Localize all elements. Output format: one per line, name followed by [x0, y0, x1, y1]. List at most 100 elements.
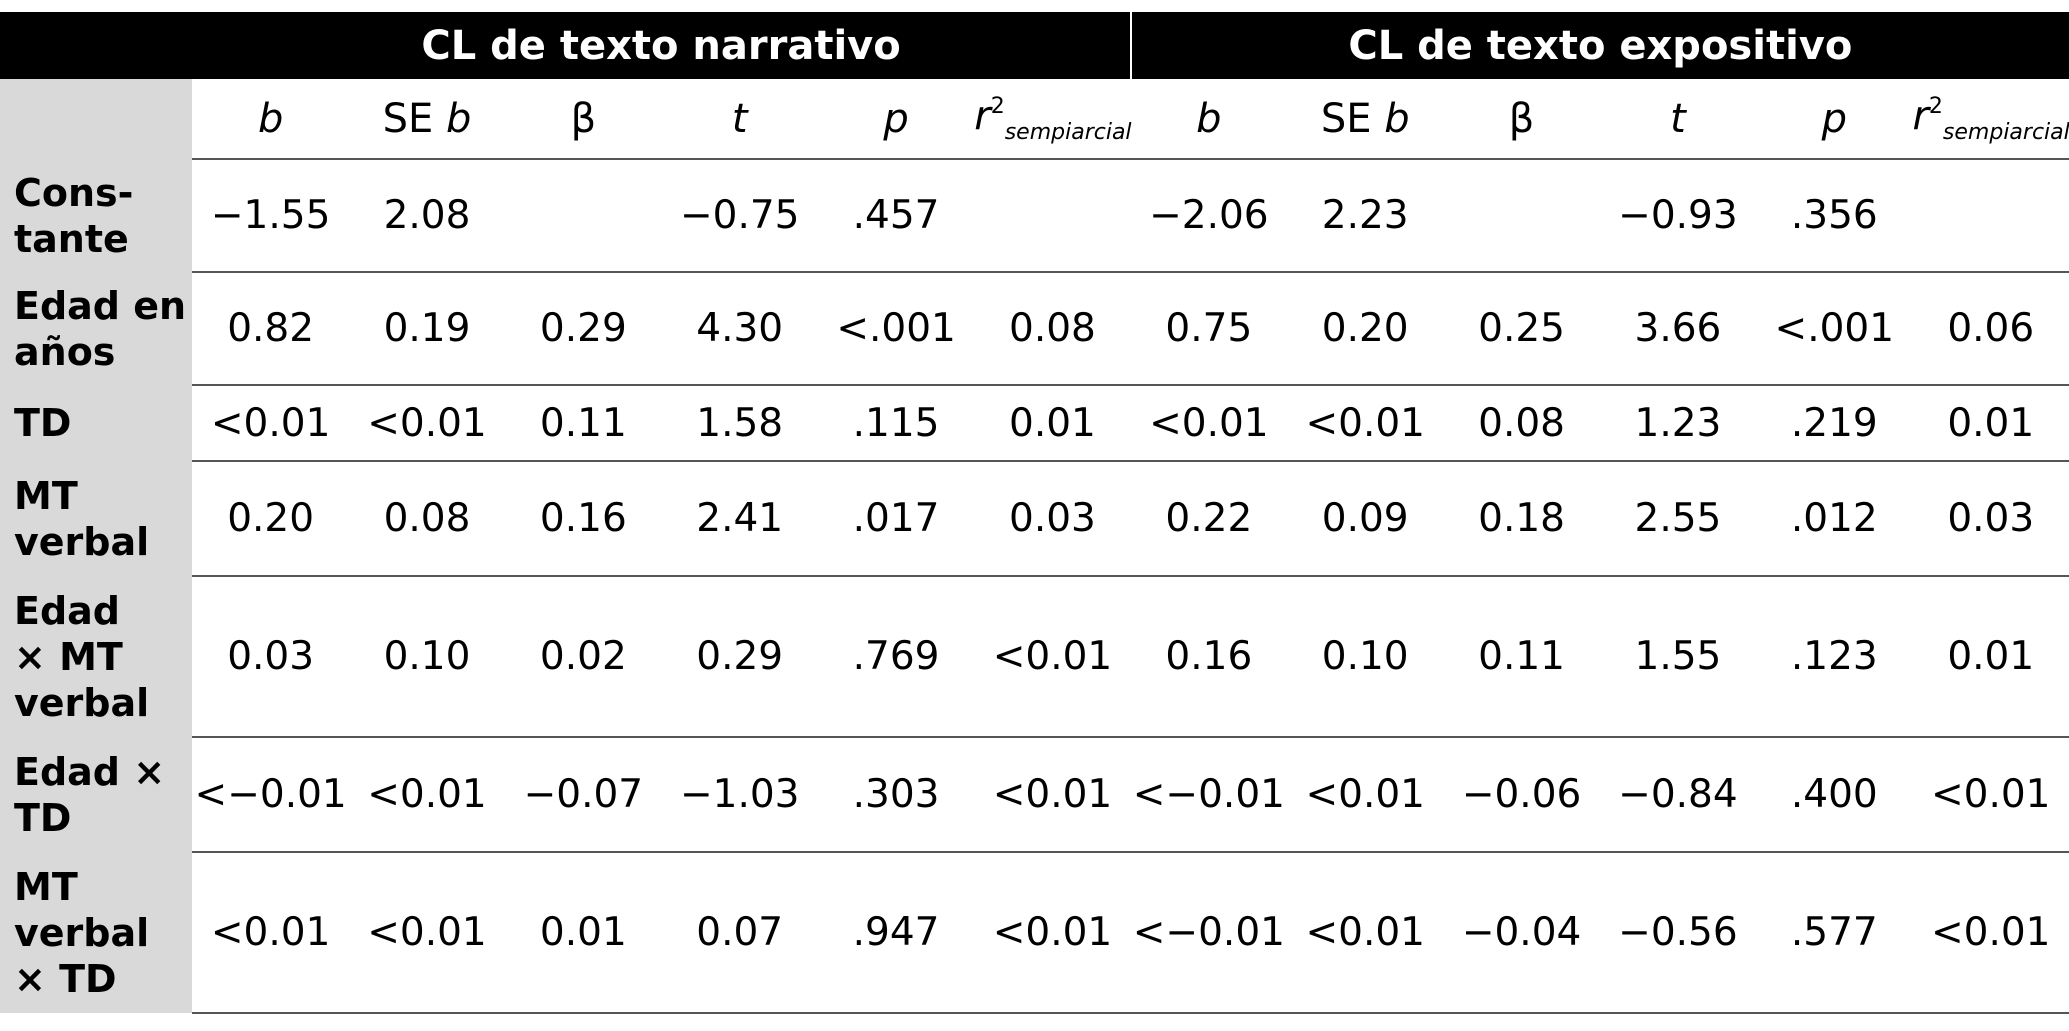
table-cell: 0.16	[505, 461, 662, 577]
col-header-r2: r2sempiarcial	[974, 79, 1132, 160]
table-cell: .012	[1756, 461, 1913, 577]
col-header-r2: r2sempiarcial	[1912, 79, 2069, 160]
col-header-b-text: b	[1196, 95, 1222, 142]
col-header-se-prefix: SE	[382, 95, 434, 142]
col-header-r-sup: 2	[1928, 93, 1943, 119]
row-label: Edad × TD	[0, 737, 193, 852]
table-cell: 0.09	[1287, 461, 1444, 577]
table-row: TD <0.01 <0.01 0.11 1.58.115 0.01 <0.01 <0.01 0.…	[0, 385, 2069, 462]
table-cell: 2.41	[661, 461, 818, 577]
table-cell: 3.66	[1599, 272, 1757, 386]
col-header-t: t	[661, 79, 818, 160]
table-cell: <0.01	[1287, 385, 1444, 462]
table-cell: .303	[817, 737, 975, 853]
table-cell: 0.01	[1912, 385, 2069, 462]
table-cell: −0.07	[505, 737, 662, 853]
table-cell: −0.04	[1443, 852, 1600, 1014]
col-header-se-b: SE b	[1287, 79, 1444, 160]
table-cell: <0.01	[348, 385, 506, 462]
table-cell: .356	[1756, 159, 1913, 273]
table-cell: −0.56	[1599, 852, 1757, 1014]
table-cell: <0.01	[1130, 385, 1288, 462]
table-cell: −1.55	[192, 159, 349, 273]
table-cell: 0.75	[1130, 272, 1288, 386]
table-cell: 0.82	[192, 272, 349, 386]
row-label: MT verbal	[0, 461, 193, 576]
table-cell: 0.03	[974, 461, 1131, 577]
table-cell: 0.18	[1443, 461, 1600, 577]
table-cell: −0.75	[661, 159, 818, 273]
row-label: TD	[0, 385, 193, 461]
table-cell: 0.22	[1130, 461, 1288, 577]
group-header-row: CL de texto narrativo CL de texto exposi…	[0, 12, 2069, 79]
col-header-p-text: p	[1821, 95, 1847, 142]
table-cell: .457	[817, 159, 975, 273]
col-header-beta: β	[505, 79, 662, 160]
col-header-b: b	[1130, 79, 1288, 160]
table-cell: 0.07	[661, 852, 818, 1014]
regression-table-container: CL de texto narrativo CL de texto exposi…	[0, 12, 2069, 1014]
col-header-t-text: t	[1670, 95, 1686, 142]
group-header-expositivo: CL de texto expositivo	[1129, 12, 2069, 79]
table-cell: 0.03	[1912, 461, 2069, 577]
table-cell: 0.08	[348, 461, 506, 577]
table-cell: 0.01	[505, 852, 662, 1014]
col-header-se-b: SE b	[348, 79, 506, 160]
col-header-se-b-text: b	[445, 95, 472, 142]
table-cell: <0.01	[1912, 737, 2069, 853]
table-cell	[1443, 159, 1600, 273]
table-cell: .769	[817, 576, 975, 738]
table-row: Cons- tante −1.55 2.08 −0.75.457 −2.06 2.23 −0…	[0, 159, 2069, 273]
row-label: Cons- tante	[0, 159, 193, 272]
col-header-beta: β	[1443, 79, 1600, 160]
table-cell: <0.01	[1287, 852, 1444, 1014]
corner-cell	[0, 12, 193, 79]
table-cell: 0.11	[1443, 576, 1600, 738]
table-cell: 1.23	[1599, 385, 1757, 462]
table-cell: 0.10	[1287, 576, 1444, 738]
row-label-header	[0, 79, 193, 159]
table-cell: .219	[1756, 385, 1913, 462]
table-row: Edad en años 0.82 0.19 0.29 4.30 <.001 0.08 0.7…	[0, 272, 2069, 386]
table-cell: .577	[1756, 852, 1913, 1014]
table-cell: <0.01	[974, 737, 1131, 853]
col-header-t-text: t	[731, 95, 748, 142]
table-cell: <−0.01	[1130, 737, 1288, 853]
table-cell	[974, 159, 1131, 273]
column-header-row: b SE b β t p r2sempiarcial b SE b β t p …	[0, 79, 2069, 160]
col-header-r-sup: 2	[990, 93, 1005, 119]
table-cell: −0.93	[1599, 159, 1757, 273]
table-cell: 0.01	[974, 385, 1131, 462]
table-cell	[1912, 159, 2069, 273]
table-cell: <0.01	[1912, 852, 2069, 1014]
table-cell: 4.30	[661, 272, 818, 386]
table-cell: 0.20	[192, 461, 349, 577]
col-header-p: p	[1756, 79, 1913, 160]
col-header-t: t	[1599, 79, 1757, 160]
table-cell: 0.02	[505, 576, 662, 738]
table-cell: −0.84	[1599, 737, 1757, 853]
table-cell: <.001	[817, 272, 975, 386]
table-cell: 0.16	[1130, 576, 1288, 738]
table-cell: <.001	[1756, 272, 1913, 386]
table-cell: 0.10	[348, 576, 506, 738]
col-header-b: b	[192, 79, 349, 160]
table-cell: 1.55	[1599, 576, 1757, 738]
table-cell: 0.06	[1912, 272, 2069, 386]
table-cell: <0.01	[192, 852, 349, 1014]
table-body: Cons- tante −1.55 2.08 −0.75.457 −2.06 2.23 −0…	[0, 159, 2069, 1014]
row-label: Edad × MT verbal	[0, 576, 193, 737]
col-header-r-sub: sempiarcial	[1004, 119, 1132, 145]
table-cell: 2.08	[348, 159, 506, 273]
table-row: Edad × TD <−0.01 <0.01 −0.07 −1.03.303 <0.01 <…	[0, 737, 2069, 853]
table-cell: .123	[1756, 576, 1913, 738]
table-cell: 0.11	[505, 385, 662, 462]
col-header-p-text: p	[883, 95, 909, 142]
table-cell: <0.01	[348, 737, 506, 853]
table-cell: <0.01	[192, 385, 349, 462]
table-cell: <−0.01	[192, 737, 349, 853]
group-header-narrativo: CL de texto narrativo	[192, 12, 1131, 79]
table-cell: −0.06	[1443, 737, 1600, 853]
col-header-se-prefix: SE	[1320, 95, 1372, 142]
row-label: Edad en años	[0, 272, 193, 385]
